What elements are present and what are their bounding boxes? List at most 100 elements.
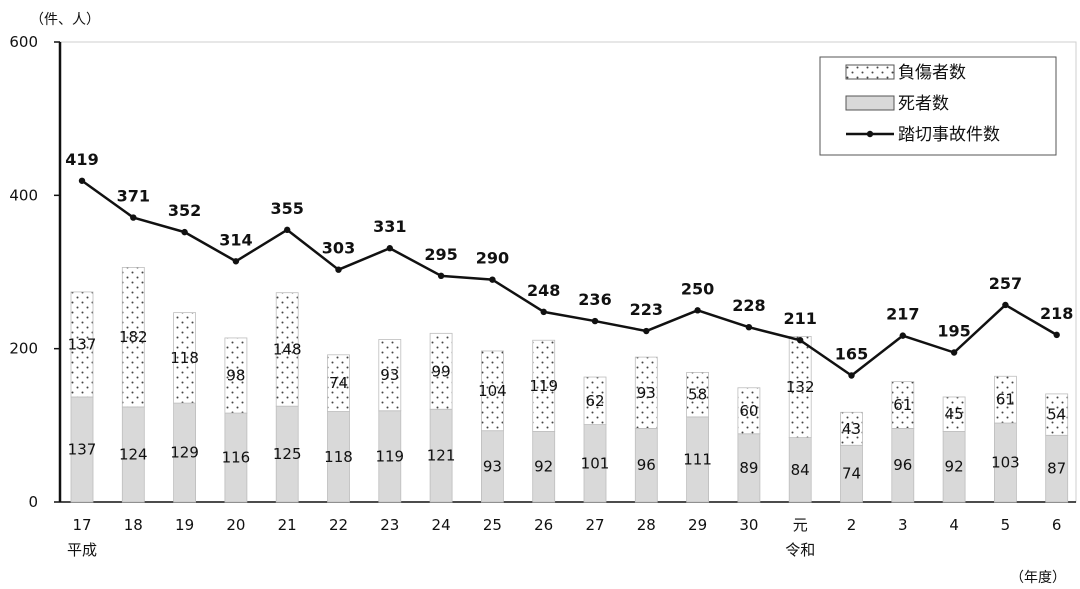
bar-label-deaths: 129 bbox=[170, 444, 199, 462]
accident-label: 195 bbox=[937, 322, 970, 341]
bar-label-injured: 93 bbox=[380, 366, 399, 384]
bars bbox=[70, 266, 1069, 503]
accident-label: 217 bbox=[886, 305, 919, 324]
x-category-label: 23 bbox=[380, 516, 399, 534]
accident-point bbox=[78, 177, 86, 184]
bar-labels: 137 137 124 182 129 118 116 98 125 148 118 74 119 93 1… bbox=[68, 328, 1067, 482]
era-label: 平成 bbox=[67, 541, 97, 559]
accident-line-path bbox=[81, 179, 1058, 377]
bar-injured bbox=[378, 339, 402, 412]
x-category-label: 6 bbox=[1052, 516, 1062, 534]
bar-label-deaths: 96 bbox=[637, 456, 656, 474]
y-tick-label: 200 bbox=[9, 340, 38, 358]
accident-point bbox=[232, 258, 240, 265]
bar-label-deaths: 89 bbox=[739, 459, 758, 477]
bar-label-deaths: 101 bbox=[581, 454, 610, 472]
bar-label-injured: 61 bbox=[893, 396, 912, 414]
bar-label-deaths: 116 bbox=[222, 449, 251, 467]
y-tick-label: 0 bbox=[28, 493, 38, 511]
legend-swatch-deaths bbox=[845, 95, 895, 111]
bar-injured bbox=[224, 337, 248, 414]
accident-label: 211 bbox=[783, 309, 816, 328]
accident-label: 218 bbox=[1040, 304, 1073, 323]
accident-point bbox=[130, 214, 137, 221]
bar-label-injured: 74 bbox=[329, 374, 348, 392]
accident-point bbox=[284, 226, 291, 234]
bar-label-deaths: 125 bbox=[273, 445, 302, 463]
bar-label-deaths: 74 bbox=[842, 465, 861, 483]
accident-point bbox=[1053, 331, 1060, 339]
x-category-label: 元 bbox=[793, 516, 808, 534]
accident-point bbox=[899, 332, 906, 339]
bar-label-deaths: 92 bbox=[945, 458, 964, 476]
accident-label: 419 bbox=[65, 150, 98, 169]
accident-label: 236 bbox=[578, 290, 611, 309]
accident-label: 165 bbox=[835, 345, 868, 364]
bar-injured bbox=[70, 291, 94, 398]
bar-injured bbox=[891, 381, 915, 429]
bar-label-injured: 99 bbox=[432, 362, 451, 380]
accident-label: 295 bbox=[424, 245, 457, 264]
accident-label: 223 bbox=[630, 300, 663, 319]
bar-injured bbox=[480, 350, 504, 432]
legend-label-deaths: 死者数 bbox=[898, 94, 949, 114]
x-category-label: 26 bbox=[534, 516, 553, 534]
accident-point bbox=[643, 327, 650, 335]
x-category-label: 25 bbox=[483, 516, 502, 534]
accident-point bbox=[386, 245, 393, 252]
x-category-label: 4 bbox=[949, 516, 959, 534]
accident-point bbox=[489, 276, 496, 283]
accident-label: 314 bbox=[219, 230, 252, 249]
bar-label-deaths: 118 bbox=[324, 448, 353, 466]
bar-label-injured: 58 bbox=[688, 386, 707, 404]
accident-label: 250 bbox=[681, 279, 714, 298]
bar-injured bbox=[840, 411, 863, 446]
bar-label-deaths: 96 bbox=[893, 456, 912, 474]
accident-label: 290 bbox=[476, 249, 509, 268]
bar-injured bbox=[429, 332, 453, 410]
x-category-label: 20 bbox=[226, 516, 245, 534]
legend: 負傷者数 死者数 踏切事故件数 bbox=[819, 56, 1057, 156]
accident-point bbox=[181, 228, 188, 236]
bar-injured bbox=[583, 376, 607, 425]
era-label: 令和 bbox=[785, 541, 815, 559]
bar-label-deaths: 92 bbox=[534, 458, 553, 476]
bar-label-deaths: 137 bbox=[68, 440, 97, 458]
accident-label: 352 bbox=[168, 201, 201, 220]
bar-label-injured: 119 bbox=[529, 377, 558, 395]
x-category-label: 21 bbox=[278, 516, 297, 534]
bar-injured bbox=[788, 335, 812, 438]
x-category-label: 3 bbox=[898, 516, 908, 534]
x-category-label: 19 bbox=[175, 516, 194, 534]
accident-point bbox=[745, 324, 753, 331]
accident-label: 371 bbox=[117, 187, 150, 206]
accident-label: 303 bbox=[322, 239, 355, 258]
bar-label-deaths: 124 bbox=[119, 445, 148, 463]
bar-label-deaths: 93 bbox=[483, 457, 502, 475]
y-tick-label: 600 bbox=[9, 33, 38, 51]
accident-label: 257 bbox=[989, 274, 1022, 293]
accident-line: 419 371 352 314 355 303 331 295 290 248 236 223 250 2… bbox=[65, 150, 1073, 379]
bar-label-injured: 45 bbox=[945, 405, 964, 423]
bar-label-injured: 148 bbox=[273, 340, 302, 358]
x-category-label: 18 bbox=[124, 516, 143, 534]
bar-label-deaths: 87 bbox=[1047, 460, 1066, 478]
accident-point bbox=[540, 308, 547, 316]
x-category-label: 27 bbox=[585, 516, 604, 534]
x-category-label: 22 bbox=[329, 516, 348, 534]
legend-label-injured: 負傷者数 bbox=[898, 63, 966, 83]
accident-point bbox=[1002, 301, 1009, 309]
accident-point bbox=[797, 337, 804, 344]
bar-label-injured: 54 bbox=[1047, 406, 1066, 424]
legend-swatch-marker bbox=[866, 130, 874, 138]
bar-injured bbox=[737, 387, 761, 435]
bar-injured bbox=[275, 292, 299, 407]
y-tick-label: 400 bbox=[9, 186, 38, 204]
accident-label: 355 bbox=[270, 199, 303, 218]
bar-injured bbox=[327, 354, 350, 412]
bar-label-injured: 60 bbox=[739, 402, 758, 420]
accident-point bbox=[335, 266, 342, 273]
bar-label-injured: 62 bbox=[585, 392, 604, 410]
bar-label-injured: 182 bbox=[119, 328, 148, 346]
